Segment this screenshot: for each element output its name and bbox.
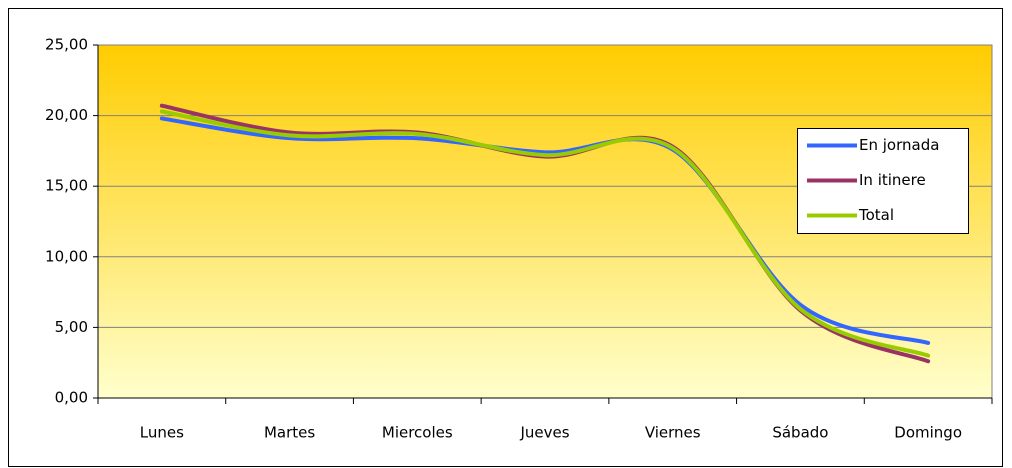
series-line bbox=[159, 116, 931, 345]
y-tick-label: 25,00 bbox=[45, 36, 88, 54]
y-tick-label: 15,00 bbox=[45, 177, 88, 195]
legend-label: En jornada bbox=[859, 136, 939, 154]
y-tick-label: 5,00 bbox=[55, 318, 88, 336]
x-tick-label: Viernes bbox=[645, 424, 701, 442]
x-tick-label: Lunes bbox=[140, 424, 184, 442]
series-line bbox=[159, 109, 931, 358]
x-tick-label: Martes bbox=[264, 424, 315, 442]
x-tick-label: Sábado bbox=[772, 424, 828, 442]
y-tick-label: 10,00 bbox=[45, 247, 88, 265]
y-tick-label: 20,00 bbox=[45, 106, 88, 124]
legend-label: Total bbox=[858, 206, 894, 224]
x-tick-label: Jueves bbox=[519, 424, 569, 442]
x-tick-label: Domingo bbox=[894, 424, 962, 442]
legend-label: In itinere bbox=[859, 171, 926, 189]
y-tick-label: 0,00 bbox=[55, 389, 88, 407]
x-tick-label: Miercoles bbox=[382, 424, 453, 442]
